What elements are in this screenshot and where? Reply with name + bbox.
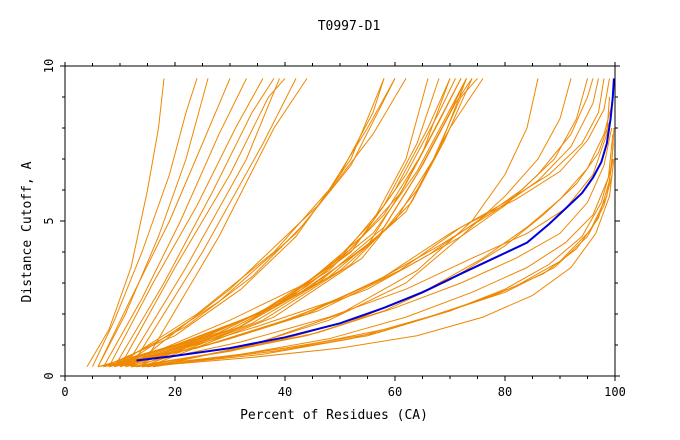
y-tick-label: 10 [42,59,56,73]
model-line-slow-13 [141,158,615,368]
model-line-middle-14 [125,78,467,368]
model-line-fast-rising-2 [92,78,198,367]
model-line-fast-rising-4 [97,78,231,367]
model-line-middle-13 [119,78,462,368]
model-line-middle-2 [103,78,440,368]
model-line-slow-5 [119,78,610,368]
model-line-slow-15 [136,121,610,368]
axes [60,62,620,381]
model-line-slow-14 [130,103,613,368]
highlight-series [136,78,615,362]
model-line-fast-rising-3 [97,78,209,367]
model-line-slow-10 [147,174,613,368]
model-line-slow-4 [114,78,605,368]
plot-frame [64,65,616,377]
model-line-middle-1 [97,78,429,368]
y-tick-label: 5 [42,217,56,224]
y-axis-label: Distance Cutoff, A [20,161,35,302]
model-line-fast-rising-6 [108,78,264,367]
model-line-fast-rising-7 [114,78,275,367]
model-line-middle-3 [108,78,451,368]
model-line-middle-10 [147,78,484,368]
model-line-fast-rising-9 [125,78,280,367]
model-line-middle-19 [130,78,407,368]
model-line-middle-5 [119,78,467,368]
tick-labels: 0 20 40 60 80 100 0 5 10 [42,59,626,399]
model-line-slow-8 [136,134,614,368]
y-tick-label: 0 [42,372,56,379]
model-line-slow-17 [147,78,572,368]
x-axis-label: Percent of Residues (CA) [240,408,428,423]
model-line-middle-6 [125,78,473,368]
model-line-fast-rising-10 [130,78,297,367]
x-tick-label: 80 [498,385,512,399]
x-tick-label: 40 [278,385,292,399]
x-tick-label: 100 [604,385,626,399]
model-line-slow-12 [130,127,615,368]
x-tick-label: 20 [168,385,182,399]
chart-title: T0997-D1 [318,19,381,34]
model-line-middle-11 [108,78,456,368]
model-line-middle-12 [114,78,451,368]
x-tick-label: 0 [61,385,68,399]
highlight-line [136,78,615,362]
model-line-slow-6 [125,96,610,368]
model-line-fast-rising-5 [103,78,247,367]
model-line-fast-rising-11 [141,78,308,367]
model-line-fast-rising-1 [86,78,165,367]
x-tick-label: 60 [388,385,402,399]
model-series [86,78,615,368]
model-line-middle-15 [103,78,385,368]
model-line-fast-rising-8 [119,78,286,367]
